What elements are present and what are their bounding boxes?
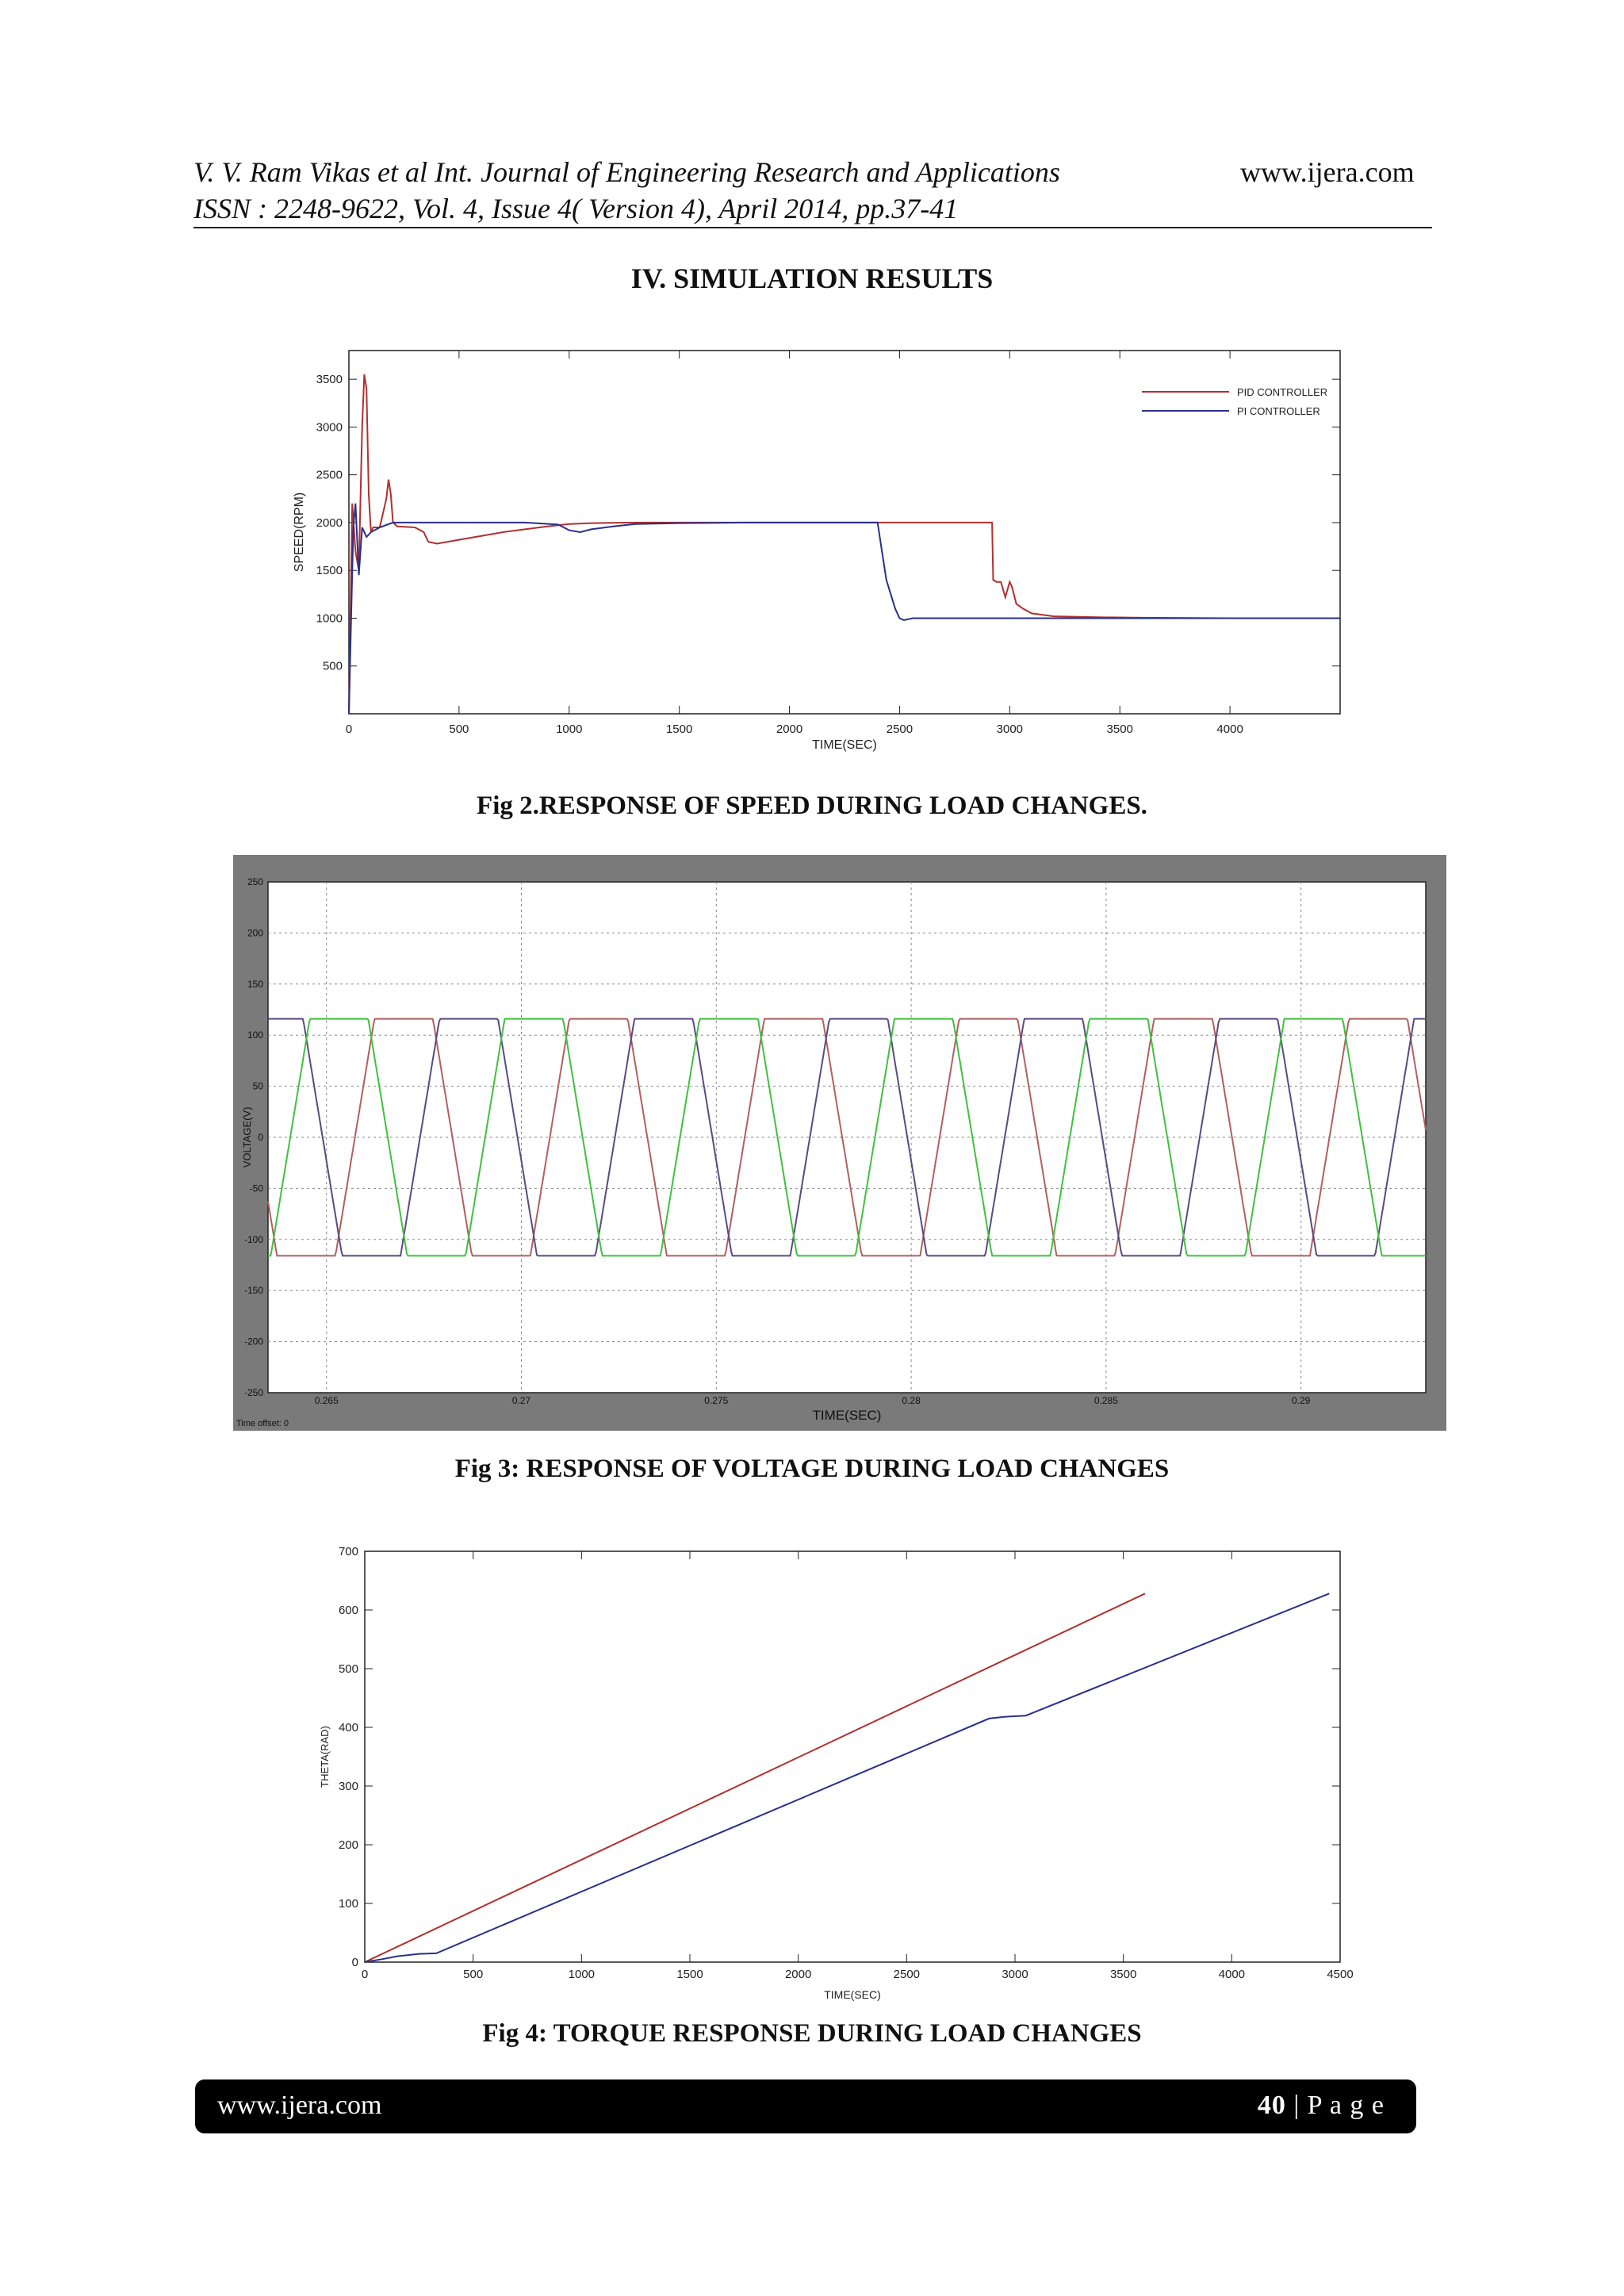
x-tick-label: 500 bbox=[463, 1968, 483, 1981]
x-tick-label: 0 bbox=[346, 723, 352, 736]
y-tick-label: 0 bbox=[258, 1132, 263, 1143]
y-tick-label: 400 bbox=[339, 1721, 358, 1734]
x-tick-label: 2500 bbox=[887, 723, 913, 736]
plot-frame bbox=[364, 1550, 1341, 1963]
figure-2-caption: Fig 2.RESPONSE OF SPEED DURING LOAD CHAN… bbox=[477, 792, 1147, 820]
x-tick-label: 2000 bbox=[785, 1968, 811, 1981]
figure-4-caption: Fig 4: TORQUE RESPONSE DURING LOAD CHANG… bbox=[482, 2019, 1142, 2048]
y-axis-label: THETA(RAD) bbox=[319, 1726, 331, 1788]
y-tick-label: 0 bbox=[352, 1956, 358, 1969]
figure-3-caption: Fig 3: RESPONSE OF VOLTAGE DURING LOAD C… bbox=[454, 1455, 1170, 1483]
y-tick-label: 700 bbox=[339, 1545, 358, 1558]
x-axis-label: TIME(SEC) bbox=[824, 1988, 881, 2001]
x-axis-label: TIME(SEC) bbox=[813, 1408, 882, 1423]
voltage-figure: 250 200 150 100 50 0 -50 -100 -150 -200 -250 0.265 0… bbox=[233, 855, 1446, 1431]
y-tick-label: 500 bbox=[339, 1662, 358, 1676]
x-tick-label: 2000 bbox=[776, 723, 802, 736]
y-tick-label: -200 bbox=[244, 1336, 263, 1347]
voltage-chart: 250 200 150 100 50 0 -50 -100 -150 -200 -250 0.265 0… bbox=[233, 855, 1446, 1431]
phase-line-3 bbox=[268, 1018, 1426, 1257]
x-tick-label: 3000 bbox=[1002, 1968, 1028, 1981]
x-tick-label: 0.265 bbox=[315, 1395, 339, 1406]
y-tick-label: -250 bbox=[244, 1387, 263, 1398]
y-axis-label: VOLTAGE(V) bbox=[241, 1107, 253, 1168]
y-tick-label: 150 bbox=[247, 979, 263, 990]
y-tick-label: -150 bbox=[244, 1285, 263, 1296]
time-offset-label: Time offset: 0 bbox=[236, 1419, 289, 1428]
y-tick-label: 3500 bbox=[316, 373, 343, 386]
x-tick-label: 3000 bbox=[997, 723, 1023, 736]
y-tick-label: -50 bbox=[250, 1182, 264, 1194]
x-tick-label: 1500 bbox=[666, 723, 692, 736]
y-tick-label: 200 bbox=[247, 927, 263, 938]
series-line-pid bbox=[364, 1593, 1146, 1963]
x-tick-label: 0.29 bbox=[1292, 1395, 1311, 1406]
x-tick-label: 0.27 bbox=[512, 1395, 531, 1406]
phase-line-1 bbox=[267, 1018, 1427, 1257]
theta-chart: 0 500 1000 1500 2000 2500 3000 3500 4000 4500 0 100… bbox=[319, 1545, 1354, 2001]
y-tick-label: 1500 bbox=[316, 564, 343, 577]
issn-line: ISSN : 2248-9622, Vol. 4, Issue 4( Versi… bbox=[193, 193, 959, 224]
x-tick-label: 0 bbox=[362, 1968, 368, 1981]
y-tick-label: 50 bbox=[253, 1081, 264, 1092]
phase-line-2 bbox=[268, 1018, 1426, 1257]
page-label: | P a g e bbox=[1285, 2091, 1385, 2120]
y-tick-label: 3000 bbox=[316, 420, 343, 434]
y-tick-label: 200 bbox=[339, 1838, 358, 1852]
legend-label: PID CONTROLLER bbox=[1237, 386, 1327, 398]
y-tick-label: 2000 bbox=[316, 516, 343, 530]
y-tick-label: -100 bbox=[244, 1234, 263, 1245]
x-tick-label: 500 bbox=[449, 723, 469, 736]
y-tick-label: 250 bbox=[247, 876, 263, 887]
y-axis-label: SPEED(RPM) bbox=[293, 493, 306, 572]
x-tick-label: 1500 bbox=[676, 1968, 703, 1981]
page-footer: www.ijera.com 40 | P a g e bbox=[195, 2079, 1416, 2133]
section-title: IV. SIMULATION RESULTS bbox=[630, 263, 994, 294]
page-number-value: 40 bbox=[1257, 2091, 1286, 2120]
x-tick-label: 0.275 bbox=[704, 1395, 728, 1406]
y-tick-label: 1000 bbox=[316, 611, 343, 625]
x-tick-label: 3500 bbox=[1110, 1968, 1136, 1981]
header-website: www.ijera.com bbox=[1240, 156, 1415, 188]
plot-frame bbox=[348, 350, 1341, 715]
page-number: 40 | P a g e bbox=[1258, 2091, 1385, 2121]
y-tick-label: 100 bbox=[247, 1029, 263, 1041]
series-line-pi bbox=[364, 1593, 1330, 1963]
x-tick-label: 2500 bbox=[894, 1968, 920, 1981]
y-tick-label: 600 bbox=[339, 1604, 358, 1617]
x-tick-label: 3500 bbox=[1107, 723, 1133, 736]
x-tick-label: 0.28 bbox=[902, 1395, 921, 1406]
x-axis-label: TIME(SEC) bbox=[812, 738, 877, 752]
series-line-pid bbox=[348, 374, 1340, 715]
x-tick-label: 1000 bbox=[556, 723, 582, 736]
x-tick-label: 4500 bbox=[1327, 1968, 1353, 1981]
x-tick-label: 0.285 bbox=[1094, 1395, 1118, 1406]
x-tick-label: 4000 bbox=[1216, 723, 1243, 736]
speed-figure: 0 500 1000 1500 2000 2500 3000 3500 4000 500 1000 1… bbox=[285, 341, 1356, 761]
journal-header: V. V. Ram Vikas et al Int. Journal of En… bbox=[193, 156, 1060, 188]
series-line-pi bbox=[348, 503, 1340, 715]
y-tick-label: 500 bbox=[323, 660, 343, 673]
y-tick-label: 100 bbox=[339, 1897, 358, 1911]
y-tick-label: 2500 bbox=[316, 469, 343, 482]
header-divider bbox=[193, 227, 1432, 228]
speed-chart: 0 500 1000 1500 2000 2500 3000 3500 4000 500 1000 1… bbox=[293, 350, 1341, 752]
x-tick-label: 4000 bbox=[1219, 1968, 1245, 1981]
footer-website: www.ijera.com bbox=[217, 2091, 382, 2120]
theta-figure: 0 500 1000 1500 2000 2500 3000 3500 4000 4500 0 100… bbox=[309, 1542, 1364, 2014]
legend-label: PI CONTROLLER bbox=[1237, 405, 1320, 417]
y-tick-label: 300 bbox=[339, 1780, 358, 1793]
x-tick-label: 1000 bbox=[569, 1968, 595, 1981]
